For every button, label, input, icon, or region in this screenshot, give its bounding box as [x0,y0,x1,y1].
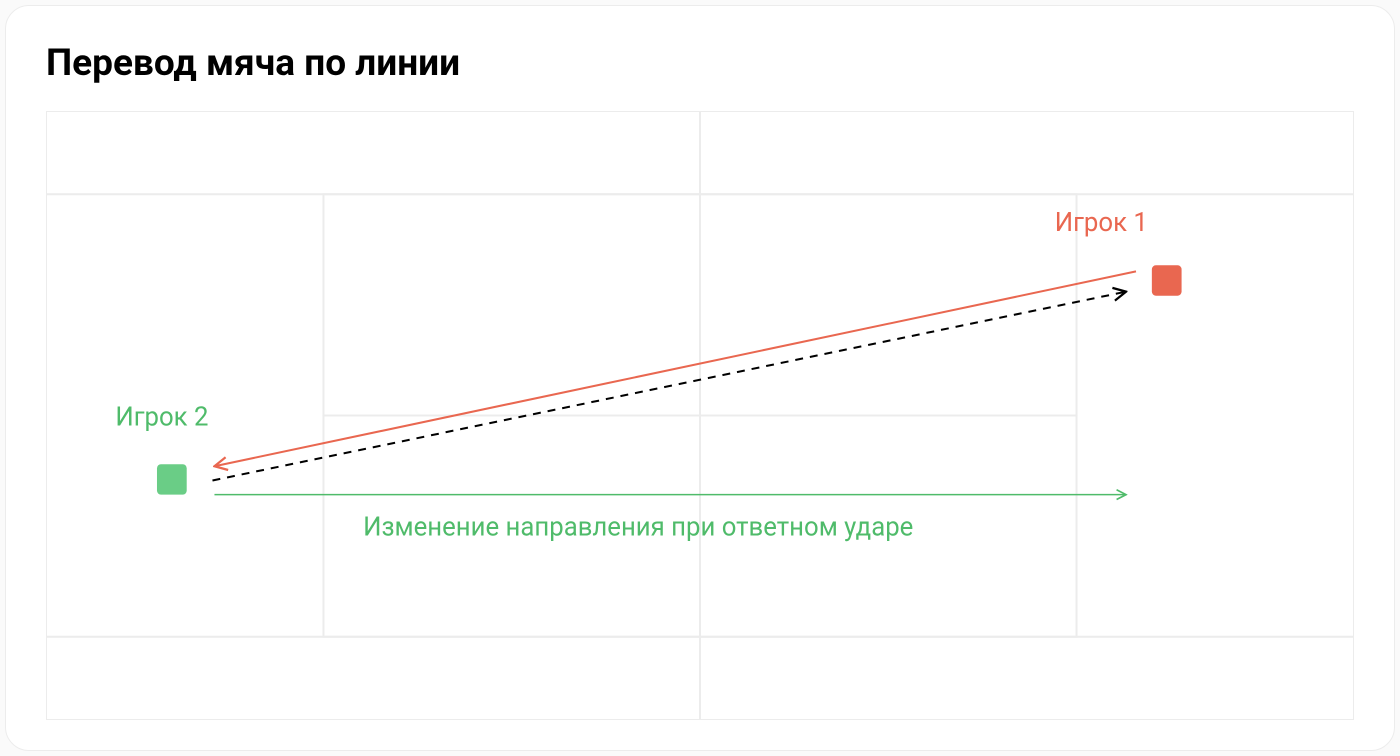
diagram-card: Перевод мяча по линии Изменение направле… [5,5,1395,751]
tennis-court-svg: Изменение направления при ответном ударе… [46,111,1354,720]
player1-label: Игрок 1 [1055,207,1148,237]
return-shot-arrow [214,271,1136,466]
diagram-title: Перевод мяча по линии [46,42,1354,85]
player2-label: Игрок 2 [115,402,208,432]
incoming-shot-arrow [212,292,1126,481]
direction-change-label: Изменение направления при ответном ударе [363,512,913,542]
player2-marker [157,464,187,494]
court-container: Изменение направления при ответном ударе… [46,111,1354,720]
player1-marker [1152,265,1182,295]
